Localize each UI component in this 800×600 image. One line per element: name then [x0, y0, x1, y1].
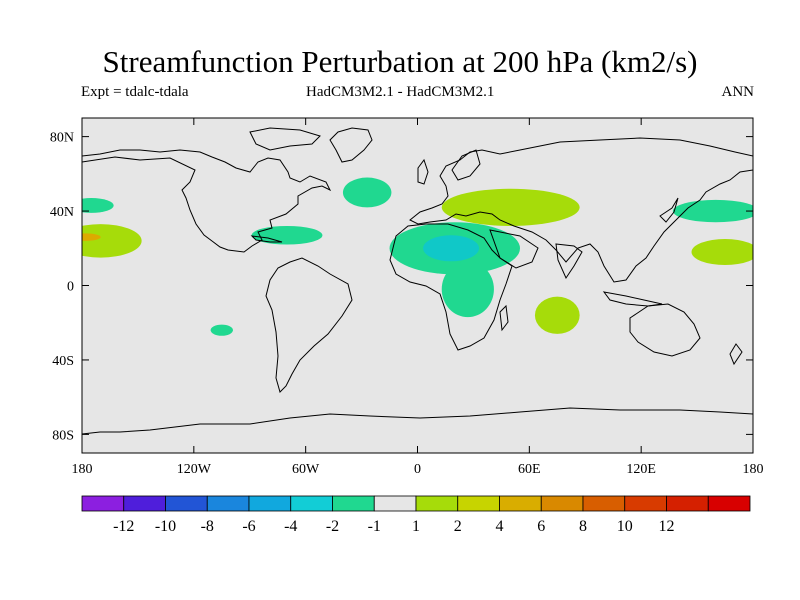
colorbar-label: 2 [454, 518, 462, 535]
anomaly-region [441, 261, 494, 318]
experiment-label: Expt = tdalc-tdala [81, 84, 189, 100]
coastline-cuba [250, 235, 283, 243]
coastline-greenland [329, 127, 373, 163]
lon-tick-label: 60W [292, 462, 320, 477]
longitude-ticks [81, 118, 754, 453]
latitude-ticks [82, 136, 753, 435]
colorbar-box [290, 495, 333, 512]
colorbar-label: 8 [579, 518, 587, 535]
colorbar-box [165, 495, 208, 512]
coastline-south-america [265, 257, 353, 393]
colorbar-label: -12 [113, 518, 134, 535]
coastline-japan [659, 197, 679, 223]
coastline-uk [417, 158, 429, 185]
anomaly-region [82, 233, 101, 241]
coastline-africa [389, 223, 513, 351]
colorbar-box [707, 495, 751, 512]
coastline-madagascar [499, 304, 509, 332]
coastline-arabia [489, 229, 539, 269]
colorbar-label: 1 [412, 518, 420, 535]
colorbar-label: -10 [155, 518, 176, 535]
model-label: HadCM3M2.1 - HadCM3M2.1 [306, 84, 495, 100]
anomaly-region [441, 188, 580, 226]
colorbar-box [123, 495, 166, 512]
anomaly-region [82, 224, 142, 258]
colorbar-box [248, 495, 292, 512]
anomaly-region [534, 296, 580, 334]
colorbar-label: -8 [201, 518, 214, 535]
lon-tick-label: 60E [518, 462, 541, 477]
anomaly-region [672, 199, 753, 223]
coastline-india [555, 243, 583, 280]
coastline-australia [629, 303, 701, 357]
lat-tick-label: 80S [52, 428, 74, 443]
colorbar-box [540, 495, 584, 512]
anomaly-regions [82, 177, 753, 336]
colorbar-box [582, 495, 626, 512]
colorbar-label: 12 [659, 518, 675, 535]
lat-tick-label: 40N [50, 205, 74, 220]
colorbar-box [624, 495, 667, 512]
colorbar-label: -4 [284, 518, 297, 535]
anomaly-region [82, 198, 114, 213]
lat-tick-label: 80N [50, 131, 74, 146]
colorbar-label: -6 [242, 518, 255, 535]
anomaly-region [342, 177, 392, 208]
colorbar-box [666, 495, 709, 512]
coastline-arctic-islands [249, 127, 321, 151]
coastlines [82, 127, 753, 435]
lon-tick-label: 120W [177, 462, 212, 477]
colorbar-label: -2 [326, 518, 339, 535]
lon-tick-label: 180 [72, 462, 93, 477]
colorbar-box [415, 495, 459, 512]
lon-tick-label: 180 [743, 462, 764, 477]
coastline-eurasia [409, 137, 753, 283]
lat-tick-label: 40S [52, 354, 74, 369]
colorbar-label: -1 [368, 518, 381, 535]
colorbar-label: 10 [617, 518, 633, 535]
lat-tick-label: 0 [67, 280, 74, 295]
colorbar-box [81, 495, 125, 512]
anomaly-region [210, 324, 233, 336]
lon-tick-label: 120E [626, 462, 656, 477]
anomaly-region [251, 225, 323, 245]
colorbar-label: 6 [537, 518, 545, 535]
colorbar-box [373, 495, 417, 512]
anomaly-region [423, 235, 480, 262]
colorbar-box [457, 495, 500, 512]
colorbar-box [499, 495, 542, 512]
anomaly-region [691, 238, 753, 266]
colorbar-box [332, 495, 375, 512]
colorbar: -12 -10 -8 -6 -4 -2 -1 1 2 4 6 8 10 12 [81, 495, 751, 535]
coastline-north-america [82, 149, 332, 253]
colorbar-label: 4 [496, 518, 504, 535]
coastline-antarctica [82, 407, 753, 435]
period-label: ANN [721, 84, 755, 100]
lon-tick-label: 0 [414, 462, 421, 477]
colorbar-box [206, 495, 250, 512]
plot-title: Streamfunction Perturbation at 200 hPa (… [102, 44, 698, 79]
coastline-scandinavia [451, 149, 481, 181]
coastline-new-zealand [729, 343, 743, 366]
